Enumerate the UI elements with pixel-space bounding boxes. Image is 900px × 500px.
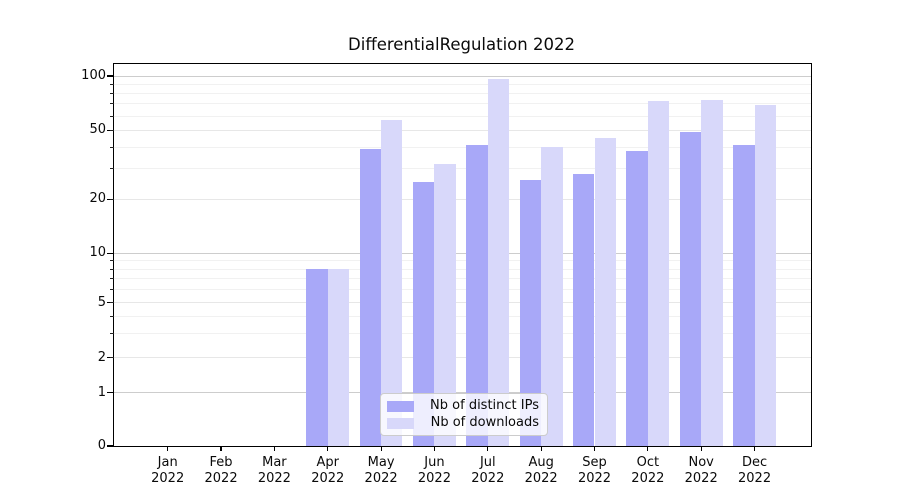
legend-item-distinct-ips: Nb of distinct IPs [387, 399, 539, 413]
y-minor-tick-90 [110, 83, 114, 85]
gridline-y-100 [114, 75, 811, 77]
x-tick-feb-2022 [220, 446, 222, 451]
bar-nb-of-distinct-ips-jul-2022 [466, 145, 488, 446]
plot-area: 0 1 2 5 10 20 50 100 Jan 2022 Feb 2022 Mar 2022 Apr 202… [81, 63, 812, 486]
bar-nb-of-distinct-ips-jun-2022 [413, 182, 435, 446]
gridline-y-5 [114, 302, 811, 304]
x-tick-nov-2022 [700, 446, 702, 451]
gridline-y-9 [114, 260, 811, 262]
x-tick-label-apr-2022: Apr 2022 [311, 455, 345, 486]
y-tick-label-10: 10 [89, 245, 106, 261]
y-tick-label-50: 50 [89, 122, 106, 138]
bar-nb-of-downloads-apr-2022 [327, 269, 350, 446]
gridline-y-4 [114, 315, 811, 317]
y-minor-tick-3 [110, 332, 114, 334]
x-tick-label-feb-2022: Feb 2022 [204, 455, 238, 486]
y-tick-100 [107, 75, 114, 77]
gridline-y-70 [114, 103, 811, 105]
bar-nb-of-distinct-ips-apr-2022 [306, 269, 328, 446]
bar-nb-of-downloads-may-2022 [381, 120, 403, 446]
y-tick-label-20: 20 [89, 191, 106, 207]
bar-nb-of-distinct-ips-dec-2022 [733, 145, 755, 446]
gridline-y-3 [114, 332, 811, 334]
y-tick-1 [107, 392, 114, 394]
gridline-y-50 [114, 129, 811, 131]
x-tick-sep-2022 [593, 446, 596, 451]
bar-nb-of-distinct-ips-sep-2022 [573, 173, 595, 446]
bar-nb-of-downloads-dec-2022 [754, 105, 776, 446]
y-tick-label-2: 2 [97, 349, 106, 365]
y-minor-tick-9 [110, 260, 114, 262]
x-tick-label-may-2022: May 2022 [364, 455, 398, 486]
x-tick-label-jul-2022: Jul 2022 [471, 455, 505, 486]
x-tick-label-jun-2022: Jun 2022 [417, 455, 451, 486]
x-tick-label-sep-2022: Sep 2022 [577, 455, 612, 486]
bar-nb-of-downloads-sep-2022 [594, 138, 616, 446]
y-minor-tick-70 [110, 103, 114, 105]
legend-item-downloads: Nb of downloads [387, 416, 539, 430]
gridline-y-60 [114, 115, 811, 117]
y-minor-tick-4 [110, 315, 114, 317]
y-minor-tick-30 [110, 168, 114, 170]
x-tick-label-aug-2022: Aug 2022 [524, 455, 558, 486]
x-tick-label-jan-2022: Jan 2022 [151, 455, 185, 486]
x-tick-jul-2022 [487, 446, 489, 451]
x-tick-apr-2022 [327, 446, 329, 451]
y-minor-tick-40 [110, 146, 114, 148]
y-tick-label-1: 1 [97, 384, 106, 400]
gridline-y-6 [114, 289, 811, 291]
bar-nb-of-distinct-ips-may-2022 [359, 149, 382, 446]
gridline-y-40 [114, 146, 811, 148]
y-minor-tick-6 [110, 289, 114, 291]
legend-label-downloads: Nb of downloads [430, 415, 539, 430]
bar-nb-of-downloads-jun-2022 [434, 163, 456, 446]
x-tick-aug-2022 [540, 446, 542, 451]
x-tick-jun-2022 [433, 446, 436, 451]
y-minor-tick-7 [110, 278, 114, 280]
x-tick-mar-2022 [273, 446, 275, 451]
y-minor-tick-80 [110, 92, 114, 94]
y-tick-label-0: 0 [97, 438, 106, 453]
y-minor-tick-5 [110, 302, 114, 304]
bar-nb-of-distinct-ips-nov-2022 [679, 131, 702, 446]
bar-nb-of-downloads-oct-2022 [647, 100, 670, 446]
gridline-y-8 [114, 268, 811, 270]
y-minor-tick-50 [110, 129, 114, 131]
gridline-y-90 [114, 83, 811, 85]
x-tick-oct-2022 [647, 446, 649, 451]
x-tick-label-nov-2022: Nov 2022 [684, 455, 718, 486]
chart-title: DifferentialRegulation 2022 [348, 35, 575, 54]
y-minor-tick-20 [110, 198, 114, 200]
gridline-y-20 [114, 198, 811, 200]
y-tick-10 [107, 252, 114, 254]
bar-nb-of-downloads-jul-2022 [487, 79, 510, 446]
gridline-y-2 [114, 357, 811, 359]
bar-nb-of-distinct-ips-aug-2022 [519, 179, 542, 446]
gridline-y-7 [114, 278, 811, 280]
bar-nb-of-downloads-aug-2022 [541, 147, 563, 446]
gridline-y-80 [114, 92, 811, 94]
legend: Nb of distinct IPs Nb of downloads [380, 393, 548, 436]
x-tick-label-mar-2022: Mar 2022 [257, 455, 291, 486]
gridline-y-1 [114, 392, 811, 394]
legend-swatch-distinct-ips-icon [387, 400, 414, 412]
legend-label-distinct-ips: Nb of distinct IPs [430, 398, 539, 413]
y-tick-0 [107, 445, 114, 447]
y-tick-label-100: 100 [81, 68, 106, 83]
y-tick-label-5: 5 [97, 294, 106, 310]
gridline-y-10 [114, 252, 811, 254]
x-tick-dec-2022 [753, 446, 756, 451]
x-tick-may-2022 [380, 446, 382, 451]
y-minor-tick-60 [110, 115, 114, 117]
x-tick-jan-2022 [167, 446, 169, 451]
bar-nb-of-downloads-nov-2022 [701, 99, 723, 446]
y-minor-tick-8 [110, 268, 114, 270]
x-tick-label-dec-2022: Dec 2022 [738, 455, 772, 486]
x-tick-label-oct-2022: Oct 2022 [631, 455, 665, 486]
y-minor-tick-2 [110, 357, 114, 359]
bar-nb-of-distinct-ips-oct-2022 [626, 150, 648, 446]
legend-swatch-downloads-icon [387, 417, 414, 429]
gridline-y-30 [114, 168, 811, 170]
